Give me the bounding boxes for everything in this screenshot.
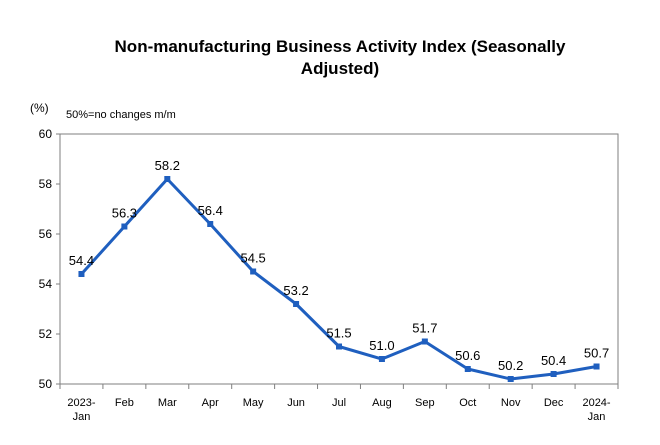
y-tick-label: 52 [39,327,53,341]
data-point [207,221,214,227]
data-point [550,371,557,377]
data-label: 53.2 [283,283,308,298]
x-tick-label: May [243,397,264,409]
x-tick-label: Dec [544,397,564,409]
data-label: 50.4 [541,353,566,368]
data-label: 51.0 [369,338,394,353]
x-tick-label: Jan [73,411,91,423]
y-unit-label: (%) [30,101,49,115]
data-point [336,343,342,350]
chart-title-line-1: Non-manufacturing Business Activity Inde… [115,37,566,56]
data-point [78,271,85,277]
chart-note: 50%=no changes m/m [66,109,176,121]
chart-title-line-2: Adjusted) [301,59,379,78]
data-label: 50.6 [455,348,480,363]
y-tick-label: 56 [39,227,53,241]
x-tick-label: Mar [158,397,177,409]
x-tick-label: 2024- [582,397,610,409]
data-labels: 54.4 56.3 58.2 56.4 54.5 53.2 51.5 51.0 51.7 50.6… [69,158,609,373]
plot-frame [59,133,619,385]
data-label: 54.5 [240,251,265,266]
x-tick-label: Nov [501,397,521,409]
data-label: 54.4 [69,253,94,268]
x-tick-label: Aug [372,397,392,409]
x-tick-label: Sep [415,397,435,409]
data-point [164,176,171,182]
x-tick-label: Jun [287,397,305,409]
data-point [421,338,428,345]
data-label: 50.2 [498,358,523,373]
data-label: 58.2 [155,158,180,173]
data-label: 56.3 [112,206,137,221]
data-label: 51.5 [326,326,351,341]
y-tick-label: 50 [39,377,53,391]
data-point [250,268,257,275]
y-tick-label: 60 [39,127,53,141]
x-tick-label: Feb [115,397,134,409]
series-line-group [78,176,600,382]
y-tick-label: 54 [39,277,53,291]
x-tick-label: Oct [459,397,476,409]
data-label: 51.7 [412,321,437,336]
x-tick-label: Jul [332,397,346,409]
x-tick-label: Jan [588,411,606,423]
data-label: 50.7 [584,346,609,361]
x-axis: 2023- Jan Feb Mar Apr May Jun Jul Aug Sep Oct Nov De… [59,384,619,423]
data-point [293,301,300,307]
data-point [593,363,600,370]
data-point [507,376,514,382]
data-point [464,366,471,372]
y-tick-label: 58 [39,177,53,191]
data-point [121,223,128,230]
x-tick-label: 2023- [67,397,95,409]
y-axis: 50 52 54 56 58 60 [39,127,60,391]
data-point [378,356,385,362]
x-tick-label: Apr [202,397,219,409]
data-label: 56.4 [198,203,223,218]
